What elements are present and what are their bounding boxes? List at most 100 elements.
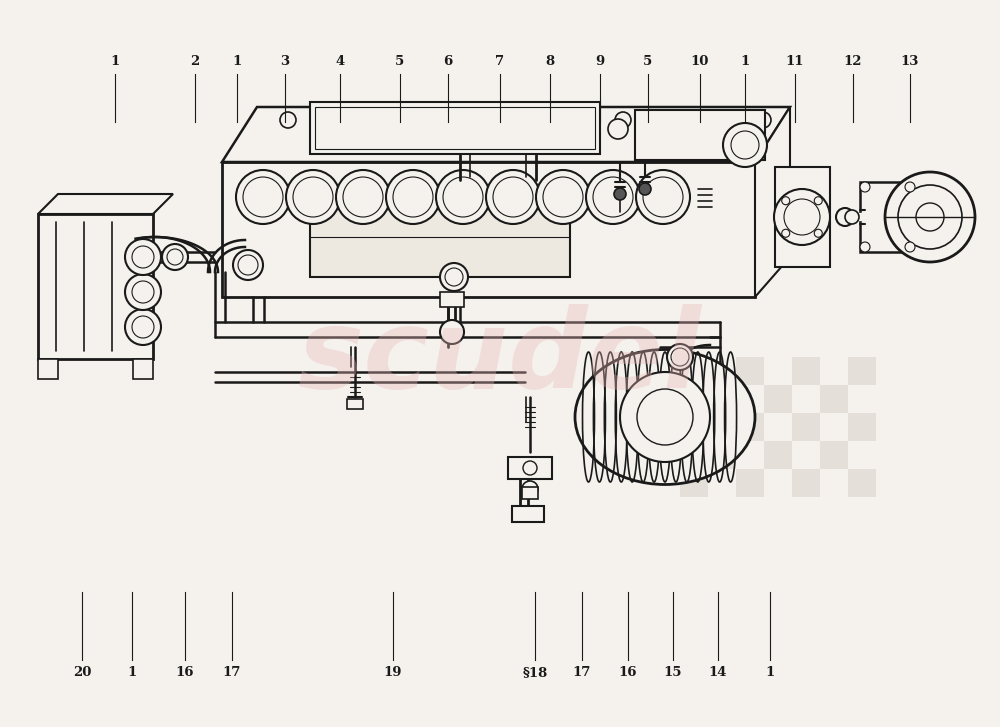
Bar — [736, 469, 764, 497]
Circle shape — [543, 177, 583, 217]
Circle shape — [393, 177, 433, 217]
Text: 3: 3 — [280, 55, 290, 68]
Circle shape — [620, 372, 710, 462]
Circle shape — [243, 177, 283, 217]
Bar — [347, 399, 363, 409]
Text: 5: 5 — [395, 55, 405, 68]
Bar — [736, 357, 764, 385]
Text: 4: 4 — [335, 55, 345, 68]
Circle shape — [637, 389, 693, 445]
Circle shape — [860, 182, 870, 192]
Bar — [440, 292, 464, 307]
Text: 17: 17 — [223, 666, 241, 679]
Circle shape — [643, 177, 683, 217]
Text: 5: 5 — [643, 55, 653, 68]
Text: 7: 7 — [495, 55, 505, 68]
Circle shape — [814, 197, 822, 205]
Bar — [775, 167, 830, 267]
Circle shape — [523, 461, 537, 475]
Text: 14: 14 — [709, 666, 727, 679]
Text: 12: 12 — [844, 55, 862, 68]
Text: 20: 20 — [73, 666, 91, 679]
Text: 10: 10 — [691, 55, 709, 68]
Circle shape — [860, 242, 870, 252]
Circle shape — [233, 250, 263, 280]
Polygon shape — [755, 107, 790, 297]
Bar — [792, 357, 820, 385]
Circle shape — [293, 177, 333, 217]
Bar — [315, 107, 595, 149]
Text: 1: 1 — [127, 666, 137, 679]
Circle shape — [125, 274, 161, 310]
Circle shape — [365, 112, 381, 128]
Text: 1: 1 — [232, 55, 242, 68]
Bar — [708, 441, 736, 469]
Bar — [38, 359, 58, 379]
Text: 16: 16 — [176, 666, 194, 679]
Bar — [222, 162, 755, 297]
Circle shape — [132, 246, 154, 268]
Bar — [848, 469, 876, 497]
Circle shape — [445, 268, 463, 286]
Circle shape — [386, 170, 440, 224]
Circle shape — [885, 172, 975, 262]
Bar — [764, 441, 792, 469]
Circle shape — [493, 177, 533, 217]
Circle shape — [486, 170, 540, 224]
Circle shape — [608, 119, 628, 139]
Circle shape — [667, 344, 693, 370]
Text: §18: §18 — [522, 666, 548, 679]
Bar — [820, 385, 848, 413]
Circle shape — [784, 199, 820, 235]
Bar — [792, 413, 820, 441]
Bar — [635, 110, 765, 160]
Bar — [708, 385, 736, 413]
Circle shape — [415, 112, 431, 128]
Circle shape — [125, 239, 161, 275]
Circle shape — [755, 112, 771, 128]
Circle shape — [440, 263, 468, 291]
Text: 1: 1 — [740, 55, 750, 68]
Bar — [680, 469, 708, 497]
Circle shape — [916, 203, 944, 231]
Circle shape — [436, 170, 490, 224]
Bar — [522, 487, 538, 499]
Text: 13: 13 — [901, 55, 919, 68]
Circle shape — [536, 170, 590, 224]
Bar — [848, 413, 876, 441]
Circle shape — [162, 244, 188, 270]
Bar — [848, 357, 876, 385]
Circle shape — [586, 170, 640, 224]
Bar — [508, 457, 552, 479]
Bar — [133, 359, 153, 379]
Circle shape — [280, 112, 296, 128]
Bar — [680, 413, 708, 441]
Text: 1: 1 — [110, 55, 120, 68]
Bar — [310, 102, 600, 154]
Text: scudel: scudel — [298, 303, 702, 411]
Circle shape — [125, 309, 161, 345]
Circle shape — [615, 112, 631, 128]
Bar — [512, 506, 544, 522]
Circle shape — [639, 183, 651, 195]
Bar — [680, 357, 708, 385]
Circle shape — [440, 320, 464, 344]
Circle shape — [336, 170, 390, 224]
Circle shape — [315, 112, 331, 128]
Circle shape — [443, 177, 483, 217]
Text: 8: 8 — [545, 55, 555, 68]
Circle shape — [132, 316, 154, 338]
Text: 6: 6 — [443, 55, 453, 68]
Circle shape — [905, 182, 915, 192]
Text: 15: 15 — [664, 666, 682, 679]
Bar — [792, 469, 820, 497]
Text: 17: 17 — [573, 666, 591, 679]
Bar — [764, 385, 792, 413]
Circle shape — [522, 481, 538, 497]
Circle shape — [238, 255, 258, 275]
Circle shape — [905, 242, 915, 252]
Bar — [310, 197, 570, 277]
Circle shape — [782, 229, 790, 237]
Circle shape — [593, 177, 633, 217]
Circle shape — [343, 177, 383, 217]
